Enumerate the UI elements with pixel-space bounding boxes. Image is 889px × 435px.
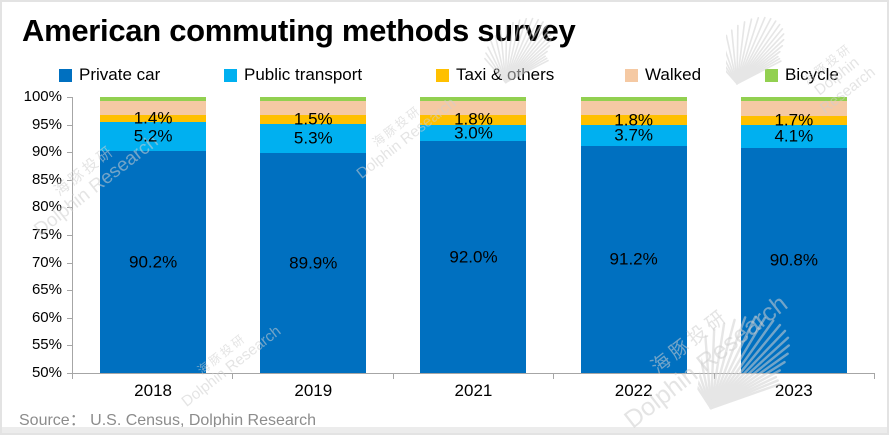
stacked-bar-2018: 90.2% 5.2% 1.4% [100, 97, 207, 373]
y-axis-tick-label: 55% [31, 336, 62, 354]
stacked-bar-2023: 90.8% 4.1% 1.7% [740, 97, 847, 373]
bar-segment-public-transport[interactable] [260, 123, 367, 153]
legend-item-walked[interactable]: Walked [625, 65, 701, 85]
bar-segment-bicycle[interactable] [420, 97, 527, 101]
x-axis-category-label: 2021 [454, 381, 493, 400]
bar-segment-private-car[interactable] [740, 147, 847, 373]
y-axis-tick-label: 70% [31, 253, 62, 271]
legend-swatch [625, 68, 638, 82]
bar-segment-walked[interactable] [420, 100, 527, 115]
x-axis-tick-mark [392, 373, 394, 379]
y-axis-tick-label: 100% [23, 88, 62, 105]
bar-segment-private-car[interactable] [420, 141, 527, 373]
legend-item-bicycle[interactable]: Bicycle [765, 65, 839, 85]
y-axis-tick-mark [67, 97, 73, 98]
y-axis-tick-mark [67, 152, 73, 154]
bar-segment-taxi-others[interactable] [260, 115, 367, 124]
bar-segment-private-car[interactable] [260, 152, 367, 373]
y-axis-tick-label: 50% [31, 364, 62, 381]
legend-label: Walked [645, 65, 702, 84]
y-axis-tick-label: 65% [31, 281, 62, 299]
y-axis-line [72, 97, 73, 374]
y-axis-tick-label: 85% [31, 170, 62, 188]
bar-segment-public-transport[interactable] [100, 122, 207, 152]
x-axis-category-label: 2019 [294, 381, 333, 400]
y-axis-tick-mark [67, 290, 73, 292]
bar-segment-taxi-others[interactable] [420, 114, 527, 125]
bar-segment-taxi-others[interactable] [740, 115, 847, 126]
legend-swatch [436, 68, 449, 82]
bar-segment-bicycle[interactable] [100, 97, 207, 101]
bar-segment-public-transport[interactable] [420, 124, 527, 142]
bar-segment-walked[interactable] [580, 100, 687, 116]
y-axis-tick-mark [67, 124, 73, 126]
legend-item-taxi-others[interactable]: Taxi & others [436, 65, 554, 85]
legend-item-public-transport[interactable]: Public transport [224, 65, 362, 85]
plot-area: 90.2% 5.2% 1.4% 89.9% 5.3% 1.5% 92.0% 3.0% 1.8% 9… [73, 97, 874, 373]
x-axis-tick-mark [713, 373, 715, 379]
y-axis-tick-label: 75% [31, 226, 62, 243]
x-axis-line [72, 373, 875, 374]
x-axis-labels: 2018 2019 2021 2022 2023 [73, 381, 874, 401]
x-axis-category-label: 2023 [774, 381, 813, 400]
legend-swatch [765, 68, 778, 82]
y-axis-tick-label: 80% [31, 198, 62, 216]
bar-segment-walked[interactable] [260, 100, 367, 116]
chart-title: American commuting methods survey [22, 13, 576, 48]
legend-label: Private car [79, 65, 161, 84]
legend-label: Taxi & others [456, 65, 555, 84]
stacked-bar-2022: 91.2% 3.7% 1.8% [580, 97, 687, 373]
window-bottom-edge [2, 427, 887, 433]
stacked-bar-2019: 89.9% 5.3% 1.5% [260, 97, 367, 373]
source-note: Source： U.S. Census, Dolphin Research [19, 412, 317, 429]
bar-slot-2019: 89.9% 5.3% 1.5% [233, 97, 393, 373]
bar-segment-bicycle[interactable] [740, 97, 847, 101]
legend-item-private-car[interactable]: Private car [59, 65, 160, 85]
y-axis-tick-mark [67, 317, 73, 319]
y-axis-tick-mark [67, 235, 73, 236]
bar-slot-2022: 91.2% 3.7% 1.8% [554, 97, 714, 373]
y-axis-tick-label: 90% [31, 143, 62, 161]
y-axis-tick-label: 60% [31, 308, 62, 326]
stacked-bar-2021: 92.0% 3.0% 1.8% [420, 97, 527, 373]
legend-swatch [59, 68, 72, 82]
legend-label: Public transport [244, 65, 363, 84]
y-axis-tick-mark [67, 207, 73, 209]
x-axis-tick-mark [553, 373, 555, 379]
bar-slot-2021: 92.0% 3.0% 1.8% [393, 97, 553, 373]
x-axis-category-label: 2022 [614, 381, 653, 400]
bar-segment-private-car[interactable] [100, 151, 207, 373]
x-axis-category-label: 2018 [134, 381, 172, 400]
bar-slot-2018: 90.2% 5.2% 1.4% [73, 97, 233, 373]
y-axis-tick-mark [67, 262, 73, 264]
bar-segment-walked[interactable] [100, 100, 207, 115]
bar-segment-taxi-others[interactable] [100, 114, 207, 123]
bar-segment-public-transport[interactable] [740, 125, 847, 148]
y-axis-tick-mark [67, 373, 73, 374]
bar-segment-public-transport[interactable] [580, 125, 687, 146]
legend: Private car Public transport Taxi & others… [2, 65, 887, 89]
bar-slot-2023: 90.8% 4.1% 1.7% [714, 97, 874, 373]
bar-segment-taxi-others[interactable] [580, 115, 687, 126]
bar-segment-bicycle[interactable] [260, 97, 367, 101]
bar-segment-private-car[interactable] [580, 145, 687, 373]
y-axis-tick-label: 95% [31, 115, 62, 133]
y-axis-tick-mark [67, 345, 73, 347]
legend-label: Bicycle [785, 65, 839, 84]
legend-swatch [224, 68, 237, 82]
x-axis-tick-mark [874, 373, 875, 379]
x-axis-tick-mark [232, 373, 234, 379]
x-axis-tick-mark [72, 373, 73, 379]
y-axis-tick-mark [67, 179, 73, 181]
bar-segment-bicycle[interactable] [580, 97, 687, 101]
bar-segment-walked[interactable] [740, 100, 847, 116]
